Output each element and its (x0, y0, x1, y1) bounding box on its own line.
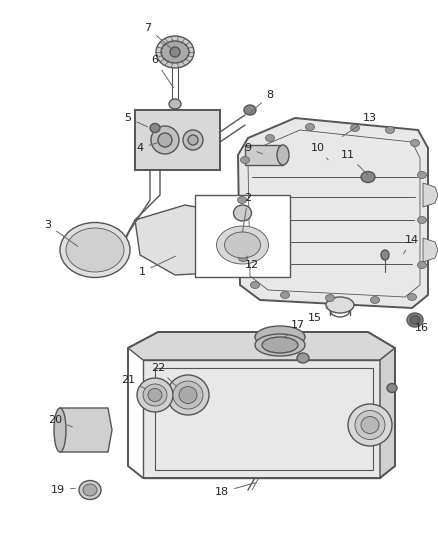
Ellipse shape (158, 133, 172, 147)
Text: 2: 2 (243, 193, 251, 232)
Ellipse shape (325, 295, 335, 302)
Polygon shape (60, 408, 112, 452)
Text: 16: 16 (415, 320, 429, 333)
Ellipse shape (407, 313, 423, 327)
Ellipse shape (255, 334, 305, 356)
Ellipse shape (233, 205, 251, 221)
Ellipse shape (173, 381, 203, 409)
Bar (155, 368, 373, 470)
Polygon shape (143, 360, 380, 478)
Ellipse shape (225, 232, 261, 258)
Ellipse shape (262, 337, 298, 353)
Ellipse shape (244, 105, 256, 115)
Ellipse shape (216, 226, 268, 264)
Ellipse shape (156, 36, 194, 68)
Ellipse shape (137, 378, 173, 412)
Ellipse shape (150, 124, 160, 133)
Ellipse shape (361, 416, 379, 433)
Text: 11: 11 (341, 150, 368, 175)
Polygon shape (423, 183, 438, 207)
Ellipse shape (381, 250, 389, 260)
Ellipse shape (255, 326, 305, 348)
Ellipse shape (60, 222, 130, 278)
Ellipse shape (361, 172, 375, 182)
Ellipse shape (371, 296, 379, 303)
Ellipse shape (410, 140, 420, 147)
Text: 1: 1 (138, 256, 176, 277)
Ellipse shape (417, 172, 427, 179)
Text: 12: 12 (245, 256, 259, 270)
Ellipse shape (385, 126, 395, 133)
Ellipse shape (66, 228, 124, 272)
Text: 22: 22 (151, 363, 176, 386)
Polygon shape (128, 332, 395, 360)
Ellipse shape (54, 408, 66, 452)
Ellipse shape (387, 384, 397, 392)
Text: 3: 3 (45, 220, 78, 246)
Ellipse shape (417, 262, 427, 269)
Text: 6: 6 (152, 55, 173, 88)
Ellipse shape (326, 297, 354, 313)
Bar (245, 145, 283, 165)
Text: 21: 21 (121, 375, 145, 389)
Ellipse shape (161, 41, 189, 63)
Ellipse shape (280, 292, 290, 298)
Ellipse shape (170, 47, 180, 57)
Bar (195, 195, 290, 277)
Polygon shape (135, 110, 220, 170)
Ellipse shape (83, 484, 97, 496)
Text: 14: 14 (403, 235, 419, 254)
Text: 19: 19 (51, 485, 75, 495)
Text: 10: 10 (311, 143, 328, 160)
Polygon shape (380, 348, 395, 478)
Ellipse shape (355, 410, 385, 440)
Ellipse shape (237, 197, 247, 204)
Ellipse shape (79, 481, 101, 499)
Ellipse shape (251, 281, 259, 288)
Ellipse shape (148, 389, 162, 401)
Text: 13: 13 (343, 113, 377, 136)
Polygon shape (135, 205, 250, 275)
Text: 9: 9 (244, 143, 262, 154)
Ellipse shape (305, 124, 314, 131)
Text: 4: 4 (137, 143, 157, 153)
Ellipse shape (151, 126, 179, 154)
Ellipse shape (407, 294, 417, 301)
Ellipse shape (167, 375, 209, 415)
Ellipse shape (277, 145, 289, 165)
Ellipse shape (169, 99, 181, 109)
Ellipse shape (239, 254, 247, 262)
Text: 17: 17 (284, 320, 305, 338)
Ellipse shape (410, 316, 420, 325)
Ellipse shape (183, 130, 203, 150)
Text: 8: 8 (250, 90, 274, 113)
Ellipse shape (143, 384, 167, 406)
Polygon shape (238, 118, 428, 308)
Polygon shape (423, 238, 438, 262)
Ellipse shape (240, 251, 250, 260)
Ellipse shape (188, 135, 198, 145)
Ellipse shape (348, 404, 392, 446)
Text: 18: 18 (215, 483, 255, 497)
Ellipse shape (179, 386, 197, 403)
Text: 7: 7 (145, 23, 173, 50)
Text: 5: 5 (124, 113, 148, 127)
Text: 15: 15 (308, 307, 328, 323)
Ellipse shape (297, 353, 309, 363)
Ellipse shape (417, 216, 427, 223)
Text: 20: 20 (48, 415, 72, 427)
Ellipse shape (350, 125, 360, 132)
Ellipse shape (240, 157, 250, 164)
Ellipse shape (265, 134, 275, 141)
